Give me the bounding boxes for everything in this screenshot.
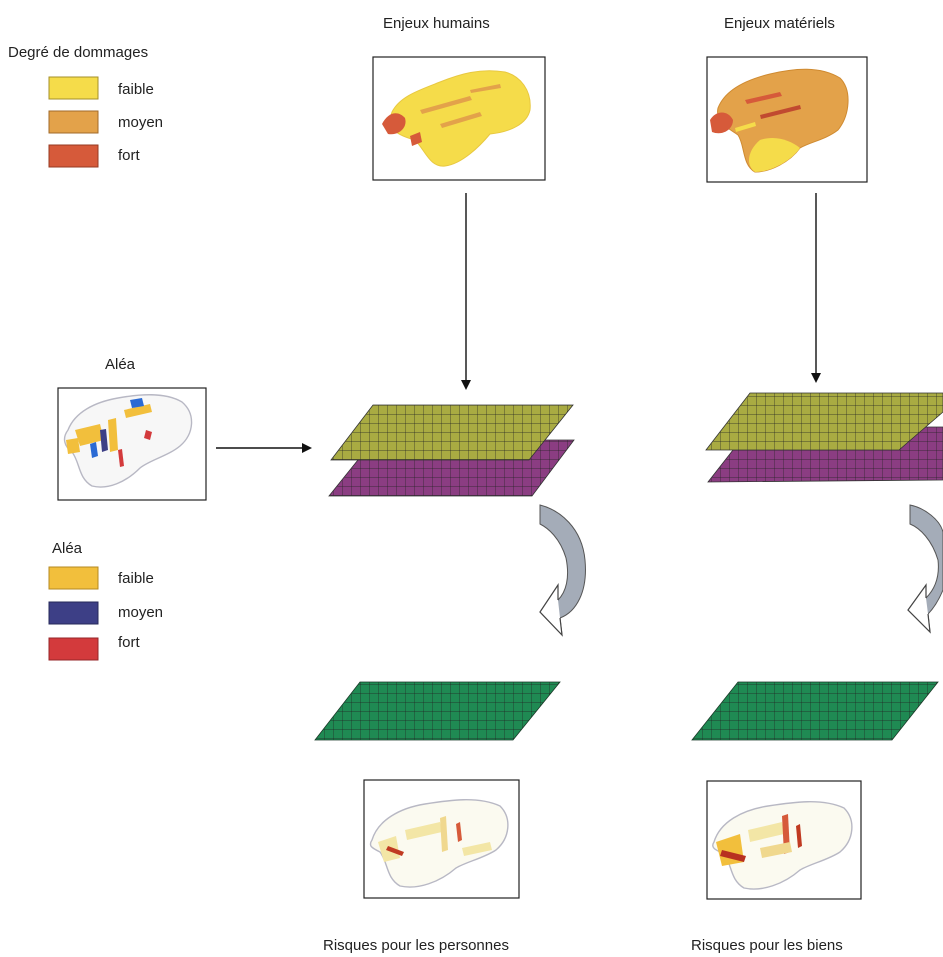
legend-alea: Aléa faible moyen fort [48, 540, 163, 661]
layer-stack-right [705, 392, 943, 483]
legend-swatch-dommages-moyen [48, 110, 99, 134]
result-layer-left [314, 681, 561, 741]
legend-swatch-alea-moyen [48, 601, 99, 625]
title-enjeux-materiels: Enjeux matériels [724, 15, 835, 32]
map-enjeux-materiels [706, 56, 868, 183]
result-layer-right [691, 681, 939, 741]
legend-swatch-alea-fort [48, 637, 99, 661]
map-risques-personnes [363, 779, 520, 899]
legend-label-dommages-moyen: moyen [118, 114, 163, 131]
legend-alea-title: Aléa [52, 540, 83, 557]
legend-label-alea-faible: faible [118, 570, 154, 587]
title-alea-map: Aléa [105, 356, 136, 373]
map-enjeux-humains [372, 56, 546, 181]
layer-stack-left [328, 404, 575, 497]
legend-swatch-alea-faible [48, 566, 99, 590]
curved-arrow-left [539, 504, 586, 637]
legend-dommages-title: Degré de dommages [8, 44, 148, 61]
legend-label-alea-fort: fort [118, 634, 141, 651]
map-alea [57, 387, 207, 501]
title-risques-biens: Risques pour les biens [691, 937, 843, 954]
legend-swatch-dommages-fort [48, 144, 99, 168]
curved-arrow-right [907, 504, 943, 634]
map-risques-biens [706, 780, 862, 900]
legend-label-dommages-faible: faible [118, 81, 154, 98]
legend-swatch-dommages-faible [48, 76, 99, 100]
legend-label-alea-moyen: moyen [118, 604, 163, 621]
title-risques-personnes: Risques pour les personnes [323, 937, 509, 954]
legend-label-dommages-fort: fort [118, 147, 141, 164]
title-enjeux-humains: Enjeux humains [383, 15, 490, 32]
legend-dommages: Degré de dommages faible moyen fort [8, 44, 163, 168]
